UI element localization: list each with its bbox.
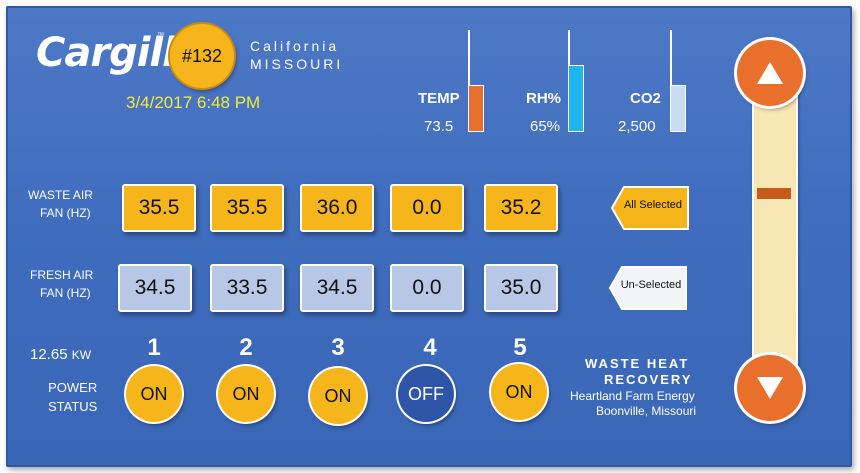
triangle-up-icon (757, 62, 783, 84)
location-line2: MISSOURI (250, 56, 344, 72)
organization-place: Boonville, Missouri (596, 404, 697, 418)
all-selected-button[interactable]: All Selected (610, 185, 689, 231)
organization-name: Heartland Farm Energy (570, 389, 695, 403)
slider-up-button[interactable] (737, 40, 803, 106)
waste-air-fan-1-tile[interactable]: 35.5 (122, 184, 196, 232)
logo-trademark: ™ (157, 32, 164, 39)
fan-4-power-toggle[interactable]: OFF (398, 366, 454, 422)
triangle-down-icon (757, 377, 783, 399)
waste-air-fan-4-tile[interactable]: 0.0 (390, 184, 464, 232)
slider-down-button[interactable] (737, 355, 803, 421)
fan-5-power-toggle[interactable]: ON (491, 364, 547, 420)
fan-3-power-toggle[interactable]: ON (310, 368, 366, 424)
waste-heat-title-line2: RECOVERY (604, 372, 693, 387)
temp-label: TEMP (418, 90, 460, 107)
location-line1: California (250, 38, 340, 54)
rh-value: 65% (530, 118, 561, 135)
fan-1-power-toggle[interactable]: ON (126, 366, 182, 422)
temp-bar-fill (468, 85, 484, 132)
co2-bar-gauge (664, 30, 686, 160)
fan-number-4: 4 (423, 334, 437, 361)
waste-heat-title-line1: WASTE HEAT (585, 356, 690, 371)
fresh-air-fan-3-tile[interactable]: 34.5 (300, 264, 374, 312)
slider-handle[interactable] (757, 188, 791, 199)
fan-number-2: 2 (239, 334, 253, 361)
fresh-air-fan-1-tile[interactable]: 34.5 (118, 264, 192, 312)
datetime-display: 3/4/2017 6:48 PM (126, 93, 261, 112)
waste-air-fan-2-tile[interactable]: 35.5 (210, 184, 284, 232)
temp-bar-gauge (462, 30, 484, 160)
fan-number-1: 1 (147, 334, 161, 361)
fan-2-power-toggle[interactable]: ON (218, 366, 274, 422)
fresh-air-label: FRESH AIR FAN (HZ) (30, 268, 94, 300)
fresh-air-fan-5-tile[interactable]: 35.0 (484, 264, 558, 312)
cargill-logo: Cargill (36, 30, 176, 76)
co2-label: CO2 (630, 90, 661, 107)
rh-bar-gauge (562, 30, 584, 160)
power-status-label: POWER STATUS (48, 380, 98, 414)
temp-value: 73.5 (424, 118, 454, 135)
co2-value: 2,500 (618, 118, 656, 135)
waste-air-fan-5-tile[interactable]: 35.2 (484, 184, 558, 232)
fan-number-3: 3 (331, 334, 345, 361)
fan-number-5: 5 (513, 334, 527, 361)
waste-air-label: WASTE AIR FAN (HZ) (28, 188, 93, 220)
waste-air-fan-3-tile[interactable]: 36.0 (300, 184, 374, 232)
fresh-air-fan-4-tile[interactable]: 0.0 (390, 264, 464, 312)
fresh-air-fan-2-tile[interactable]: 33.5 (210, 264, 284, 312)
rh-label: RH% (526, 90, 562, 107)
rh-bar-fill (568, 65, 584, 132)
vertical-slider-track[interactable] (752, 70, 798, 404)
power-kw-readout: 12.65 KW (30, 346, 92, 363)
un-selected-button[interactable]: Un-Selected (608, 265, 687, 311)
co2-bar-fill (670, 85, 686, 132)
site-number-badge: #132 (170, 24, 234, 88)
